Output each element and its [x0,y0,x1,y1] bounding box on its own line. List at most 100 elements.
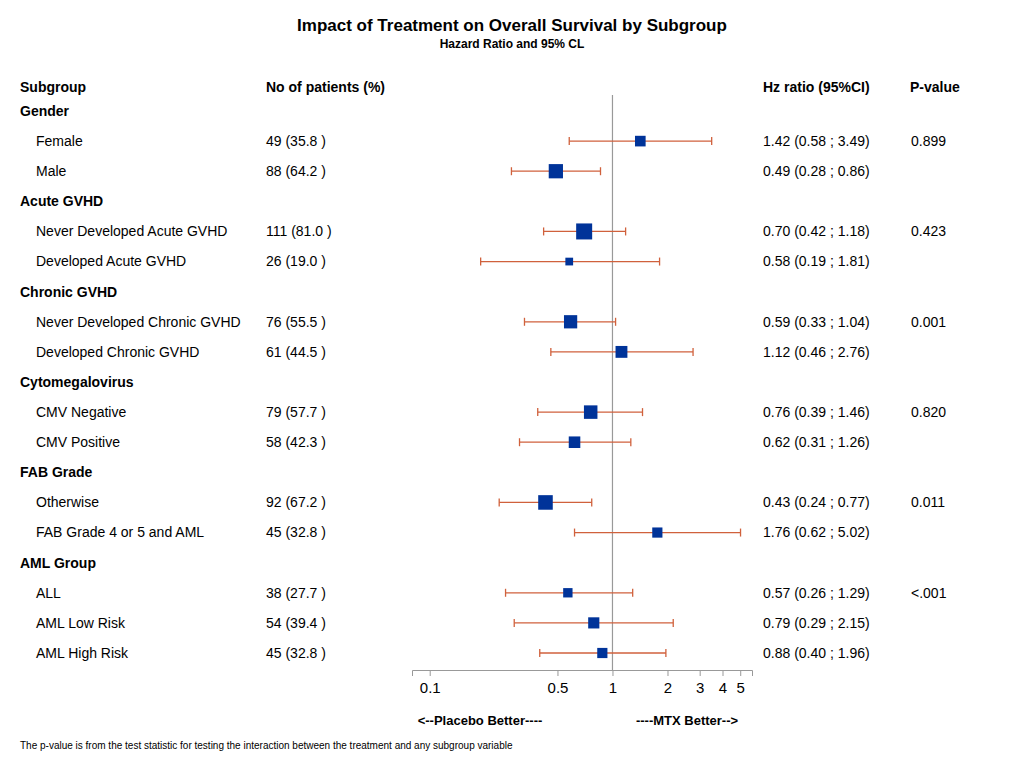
tick: 3 [696,670,704,696]
group-label: Chronic GVHD [20,284,117,300]
tick-label: 0.1 [420,679,441,696]
tick-mark [723,670,724,676]
direction-label: ----MTX Better--> [636,713,739,728]
patients: 88 (64.2 ) [266,163,326,179]
hr-label: 0.88 (0.40 ; 1.96) [763,645,870,661]
ci-cap [537,408,538,416]
tick: 4 [719,670,727,696]
row-label: ALL [36,585,61,601]
reference-line [612,95,613,670]
hr-marker [597,648,607,658]
hr-label: 0.62 (0.31 ; 1.26) [763,434,870,450]
tick-label: 4 [719,679,727,696]
tick-mark [740,670,741,676]
hr-label: 0.43 (0.24 ; 0.77) [763,494,870,510]
ci-cap [600,167,601,175]
tick-mark [430,670,431,676]
tick: 0.5 [548,670,569,696]
hr-marker [635,136,646,147]
ci-cap [514,619,515,627]
tick: 0.1 [420,670,441,696]
ci-cap [569,137,570,145]
hr-marker [564,315,577,328]
patients: 49 (35.8 ) [266,133,326,149]
p-value: <.001 [911,585,947,601]
group-label: FAB Grade [20,464,93,480]
ci-cap [659,258,660,266]
p-value: 0.001 [911,314,946,330]
column-header: P-value [910,79,960,95]
column-header: Subgroup [20,79,86,95]
row-label: Otherwise [36,494,99,510]
hr-label: 1.42 (0.58 ; 3.49) [763,133,870,149]
hr-label: 0.49 (0.28 ; 0.86) [763,163,870,179]
row-label: Developed Acute GVHD [36,253,186,269]
patients: 45 (32.8 ) [266,645,326,661]
ci-cap [632,589,633,597]
group-label: Gender [20,103,70,119]
tick-label: 0.5 [548,679,569,696]
tick-mark [612,670,613,676]
row-label: Female [36,133,83,149]
table-text: Gender Female 49 (35.8 ) 1.42 (0.58 ; 3.49)… [20,103,947,661]
ci-cap [692,348,693,356]
hr-label: 0.79 (0.29 ; 2.15) [763,615,870,631]
tick-mark [667,670,668,676]
hr-marker [588,617,599,628]
ci-cap [550,348,551,356]
ci-cap [630,438,631,446]
ci-cap [673,619,674,627]
tick: 5 [737,670,745,696]
row-label: Never Developed Acute GVHD [36,223,227,239]
row-label: CMV Negative [36,404,126,420]
hr-label: 0.57 (0.26 ; 1.29) [763,585,870,601]
patients: 54 (39.4 ) [266,615,326,631]
p-value: 0.011 [911,494,945,510]
hr-label: 1.76 (0.62 ; 5.02) [763,524,870,540]
p-value: 0.423 [911,223,946,239]
row-label: AML High Risk [36,645,129,661]
ci-cap [574,529,575,537]
patients: 61 (44.5 ) [266,344,326,360]
p-value: 0.899 [911,133,946,149]
hr-marker [538,495,553,510]
hr-marker [616,346,628,358]
row-label: FAB Grade 4 or 5 and AML [36,524,204,540]
ci-cap [524,318,525,326]
ci-cap [615,318,616,326]
title: Impact of Treatment on Overall Survival … [297,16,727,35]
hr-label: 0.70 (0.42 ; 1.18) [763,223,870,239]
patients: 92 (67.2 ) [266,494,326,510]
hr-label: 1.12 (0.46 ; 2.76) [763,344,870,360]
patients: 79 (57.7 ) [266,404,326,420]
row-label: Developed Chronic GVHD [36,344,199,360]
tick-label: 1 [609,679,617,696]
patients: 38 (27.7 ) [266,585,326,601]
hr-marker [569,436,581,448]
group-label: AML Group [20,555,96,571]
patients: 45 (32.8 ) [266,524,326,540]
hr-label: 0.58 (0.19 ; 1.81) [763,253,870,269]
ci-cap [625,227,626,235]
ci-cap [511,167,512,175]
hr-marker [652,527,662,537]
subtitle: Hazard Ratio and 95% CL [440,37,585,51]
column-header: No of patients (%) [266,79,385,95]
hr-marker [549,164,563,178]
group-label: Cytomegalovirus [20,374,134,390]
ci-cap [591,498,592,506]
patients: 26 (19.0 ) [266,253,326,269]
ci-cap [665,649,666,657]
patients: 111 (81.0 ) [266,223,332,239]
direction-label: <--Placebo Better---- [418,713,543,728]
row-label: Never Developed Chronic GVHD [36,314,241,330]
tick: 1 [609,670,617,696]
tick-label: 5 [737,679,745,696]
ci-cap [539,649,540,657]
tick-label: 3 [696,679,704,696]
tick-label: 2 [664,679,672,696]
tick-mark [700,670,701,676]
hr-label: 0.59 (0.33 ; 1.04) [763,314,870,330]
x-axis: 0.1 0.5 1 2 345 [413,670,753,696]
row-label: CMV Positive [36,434,120,450]
